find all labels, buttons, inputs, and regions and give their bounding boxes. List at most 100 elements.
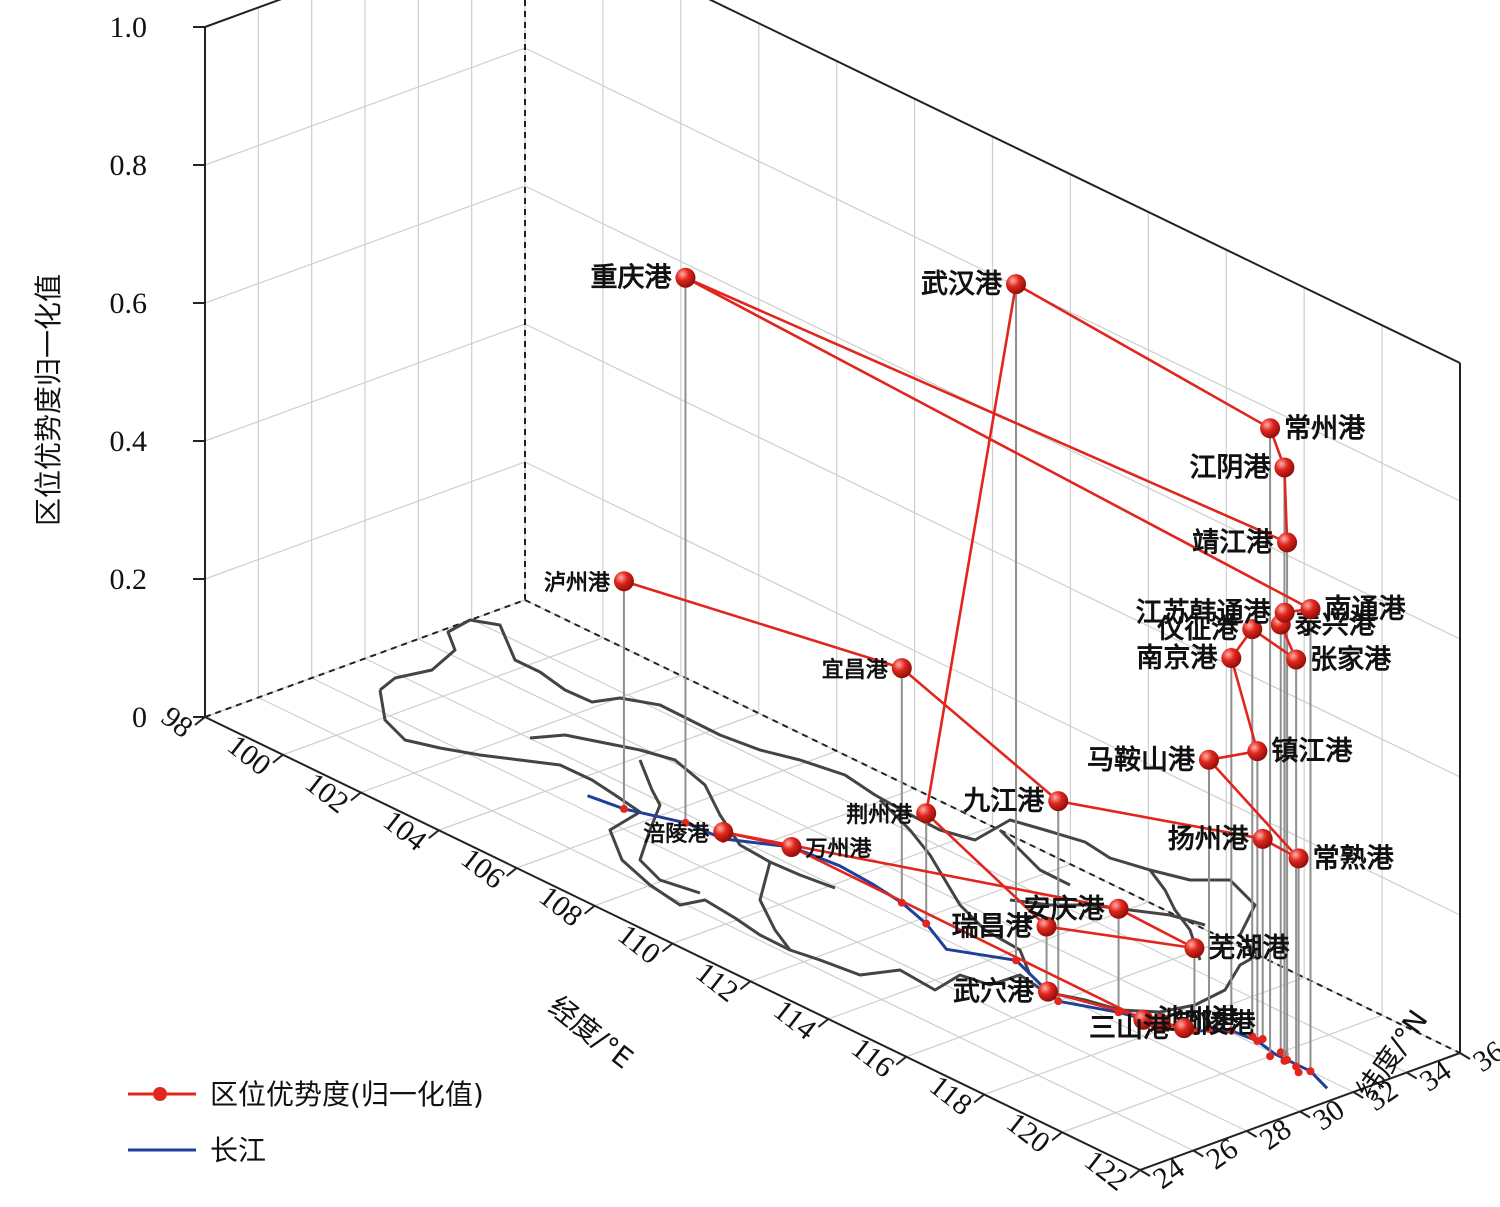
data-point-marker: [1184, 938, 1205, 959]
x-tick-label: 104: [377, 804, 433, 858]
x-tick-mark: [428, 829, 440, 840]
river-port-marker: [1266, 1052, 1275, 1061]
data-point-label: 常州港: [1284, 413, 1366, 444]
province-boundary: [529, 733, 836, 890]
x-tick-mark: [506, 867, 518, 877]
data-point-label: 扬州港: [1168, 824, 1250, 855]
z-tick-label: 0.4: [110, 425, 148, 458]
y-tick-mark: [1299, 1110, 1311, 1119]
data-point-label: 江苏韩通港: [1136, 598, 1272, 629]
data-point-marker: [1286, 649, 1307, 670]
data-point-label: 宜昌港: [822, 657, 889, 683]
data-point-marker: [1274, 457, 1295, 478]
x-tick-label: 112: [690, 956, 745, 1009]
data-point: 荆州港: [846, 803, 937, 828]
data-point-label: 武汉港: [921, 269, 1003, 300]
data-point-label: 江阴港: [1189, 452, 1271, 483]
data-point-label: 常熟港: [1313, 842, 1395, 874]
data-point: 南通港: [1300, 594, 1406, 625]
x-tick-label: 102: [299, 766, 355, 820]
data-point-marker: [1036, 916, 1057, 937]
y-tick-label: 26: [1200, 1132, 1244, 1176]
data-point-label: 武穴港: [953, 977, 1035, 1008]
grid-line: [364, 657, 1301, 1113]
grid-line: [204, 47, 526, 166]
frame-edge: [524, 599, 1461, 1054]
data-point-marker: [1006, 274, 1027, 295]
data-point-marker: [713, 821, 734, 842]
data-points: 泸州港宜昌港九江港扬州港常熟港马鞍山港 镇江港南京港仪征港张家港泰兴港江苏韩通港南…: [544, 262, 1407, 1044]
frame-edge: [708, 0, 1461, 364]
data-point-label: 张家港: [1310, 643, 1392, 675]
grid-line: [524, 323, 1461, 778]
grid-line: [204, 323, 526, 442]
data-point-marker: [1288, 848, 1309, 869]
x-tick-mark: [194, 716, 206, 726]
data-point-marker: [1150, 1013, 1171, 1034]
data-point-label: 池州港: [1157, 1005, 1239, 1036]
data-point: 三山港: [1089, 1013, 1194, 1044]
legend-entry-ports: 区位优势度(归一化值): [128, 1078, 484, 1111]
data-point-label: 镇江港: [1271, 736, 1353, 767]
data-point: 江阴港: [1189, 452, 1295, 483]
river-port-marker: [1204, 1024, 1213, 1033]
data-point: 宜昌港: [822, 657, 912, 683]
data-point-marker: [1260, 418, 1281, 439]
data-point-label: 泸州港: [544, 571, 611, 596]
data-point-marker: [891, 658, 912, 679]
data-point-label: 瑞昌港: [952, 912, 1034, 943]
data-point-label: 重庆港: [590, 262, 672, 294]
x-tick-label: 100: [221, 729, 277, 783]
data-point-marker: [1038, 981, 1058, 1002]
x-tick-mark: [661, 942, 674, 953]
x-tick-mark: [272, 753, 284, 764]
y-tick-mark: [1459, 1052, 1471, 1060]
data-point-marker: [1300, 598, 1321, 619]
x-tick-mark: [1051, 1131, 1063, 1142]
z-tick-label: 1.0: [110, 11, 148, 44]
data-point: 武汉港: [921, 269, 1027, 300]
data-point-label: 荆州港: [846, 803, 913, 828]
data-point-label: 南通港: [1324, 594, 1406, 625]
province-boundary: [758, 861, 792, 951]
grid-line: [524, 47, 1461, 502]
y-tick-mark: [1246, 1130, 1258, 1138]
frame-edge: [204, 0, 282, 28]
data-point-marker: [1133, 1009, 1154, 1030]
grid-line: [418, 638, 1354, 1093]
data-point-marker: [781, 837, 802, 857]
z-tick-label: 0: [132, 701, 147, 734]
data-point: 武穴港: [953, 977, 1058, 1008]
data-point: 扬州港: [1168, 824, 1273, 855]
data-point-label: 马鞍山港: [1087, 744, 1196, 776]
x-tick-label: 108: [533, 880, 589, 934]
river-port-marker: [1306, 1067, 1315, 1076]
series-line: [623, 276, 1315, 1030]
data-point-marker: [1277, 532, 1298, 553]
data-point-marker: [1198, 749, 1219, 770]
data-point-marker: [916, 803, 937, 824]
river-port-marker: [681, 818, 690, 827]
data-point-label: 安庆港: [1024, 893, 1106, 925]
data-point-label: 涪陵港: [643, 821, 710, 847]
data-point-label: 仪征港: [1156, 614, 1239, 645]
data-point-label: 芜湖港: [1208, 933, 1290, 964]
river-port-marker: [1253, 1036, 1262, 1045]
data-point: 镇江港: [1247, 736, 1353, 767]
grid-line: [258, 696, 1194, 1152]
y-tick-label: 34: [1414, 1054, 1458, 1098]
series-polyline: [623, 276, 1315, 1030]
data-point: 芜湖港: [1184, 933, 1290, 964]
river-port-marker: [922, 919, 931, 928]
grid-line: [204, 185, 526, 304]
x-axis-title: 经度/°E: [542, 990, 639, 1076]
y-tick-mark: [1352, 1091, 1364, 1099]
x-tick-label: 120: [1000, 1106, 1056, 1160]
data-point: 南京港: [1136, 642, 1242, 674]
basin-outline: [378, 618, 1260, 1014]
data-point: 仪征港: [1156, 614, 1263, 645]
data-point: 张家港: [1286, 643, 1392, 675]
river-port-marker: [1227, 1026, 1236, 1035]
legend-label-ports: 区位优势度(归一化值): [210, 1078, 484, 1111]
